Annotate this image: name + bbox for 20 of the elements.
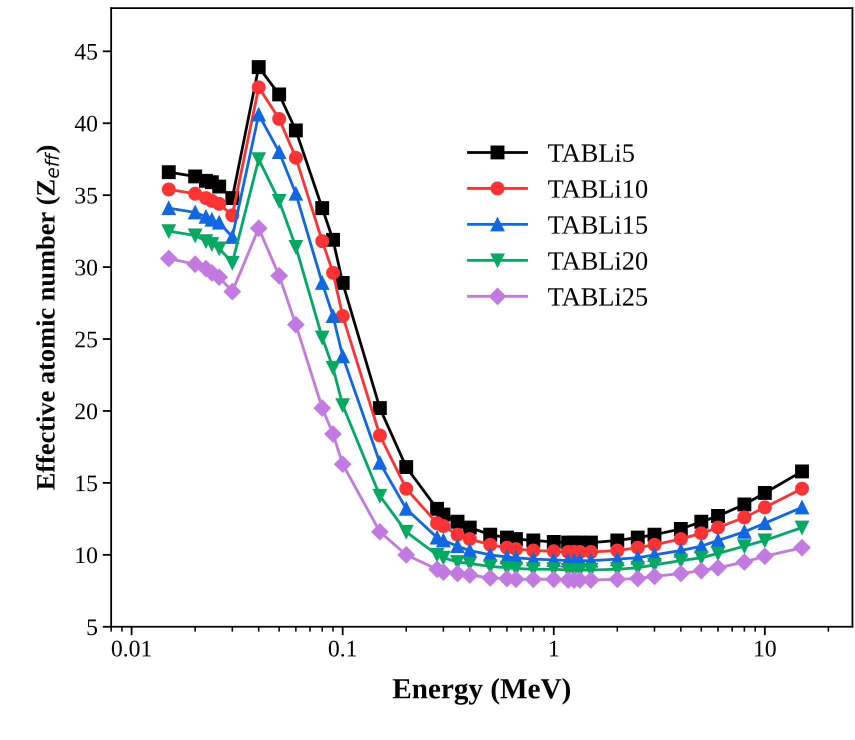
x-tick-label: 10 bbox=[755, 640, 776, 657]
y-tick-label: 20 bbox=[75, 403, 98, 420]
x-tick-label: 0.01 bbox=[112, 640, 151, 657]
y-tick-label: 5 bbox=[88, 620, 98, 636]
legend-label: TABLi15 bbox=[548, 216, 648, 234]
x-tick-label: 0.1 bbox=[328, 640, 356, 657]
legend-label: TABLi25 bbox=[548, 288, 648, 306]
y-tick-label: 45 bbox=[74, 44, 98, 60]
legend-label: TABLi10 bbox=[548, 180, 648, 198]
legend-label: TABLi5 bbox=[548, 144, 634, 162]
y-tick-label: 30 bbox=[75, 260, 98, 276]
y-tick-label: 35 bbox=[75, 188, 98, 204]
y-tick-label: 10 bbox=[76, 547, 98, 564]
y-tick-label: 15 bbox=[76, 476, 98, 492]
x-tick-label: 1 bbox=[550, 640, 558, 656]
y-tick-label: 40 bbox=[74, 116, 98, 132]
x-axis-title: Energy (MeV) bbox=[392, 678, 570, 705]
y-tick-label: 25 bbox=[75, 332, 98, 348]
legend-label: TABLi20 bbox=[548, 252, 648, 270]
y-axis-title: Effective atomic number (Z$_{eff}$) bbox=[36, 146, 60, 490]
